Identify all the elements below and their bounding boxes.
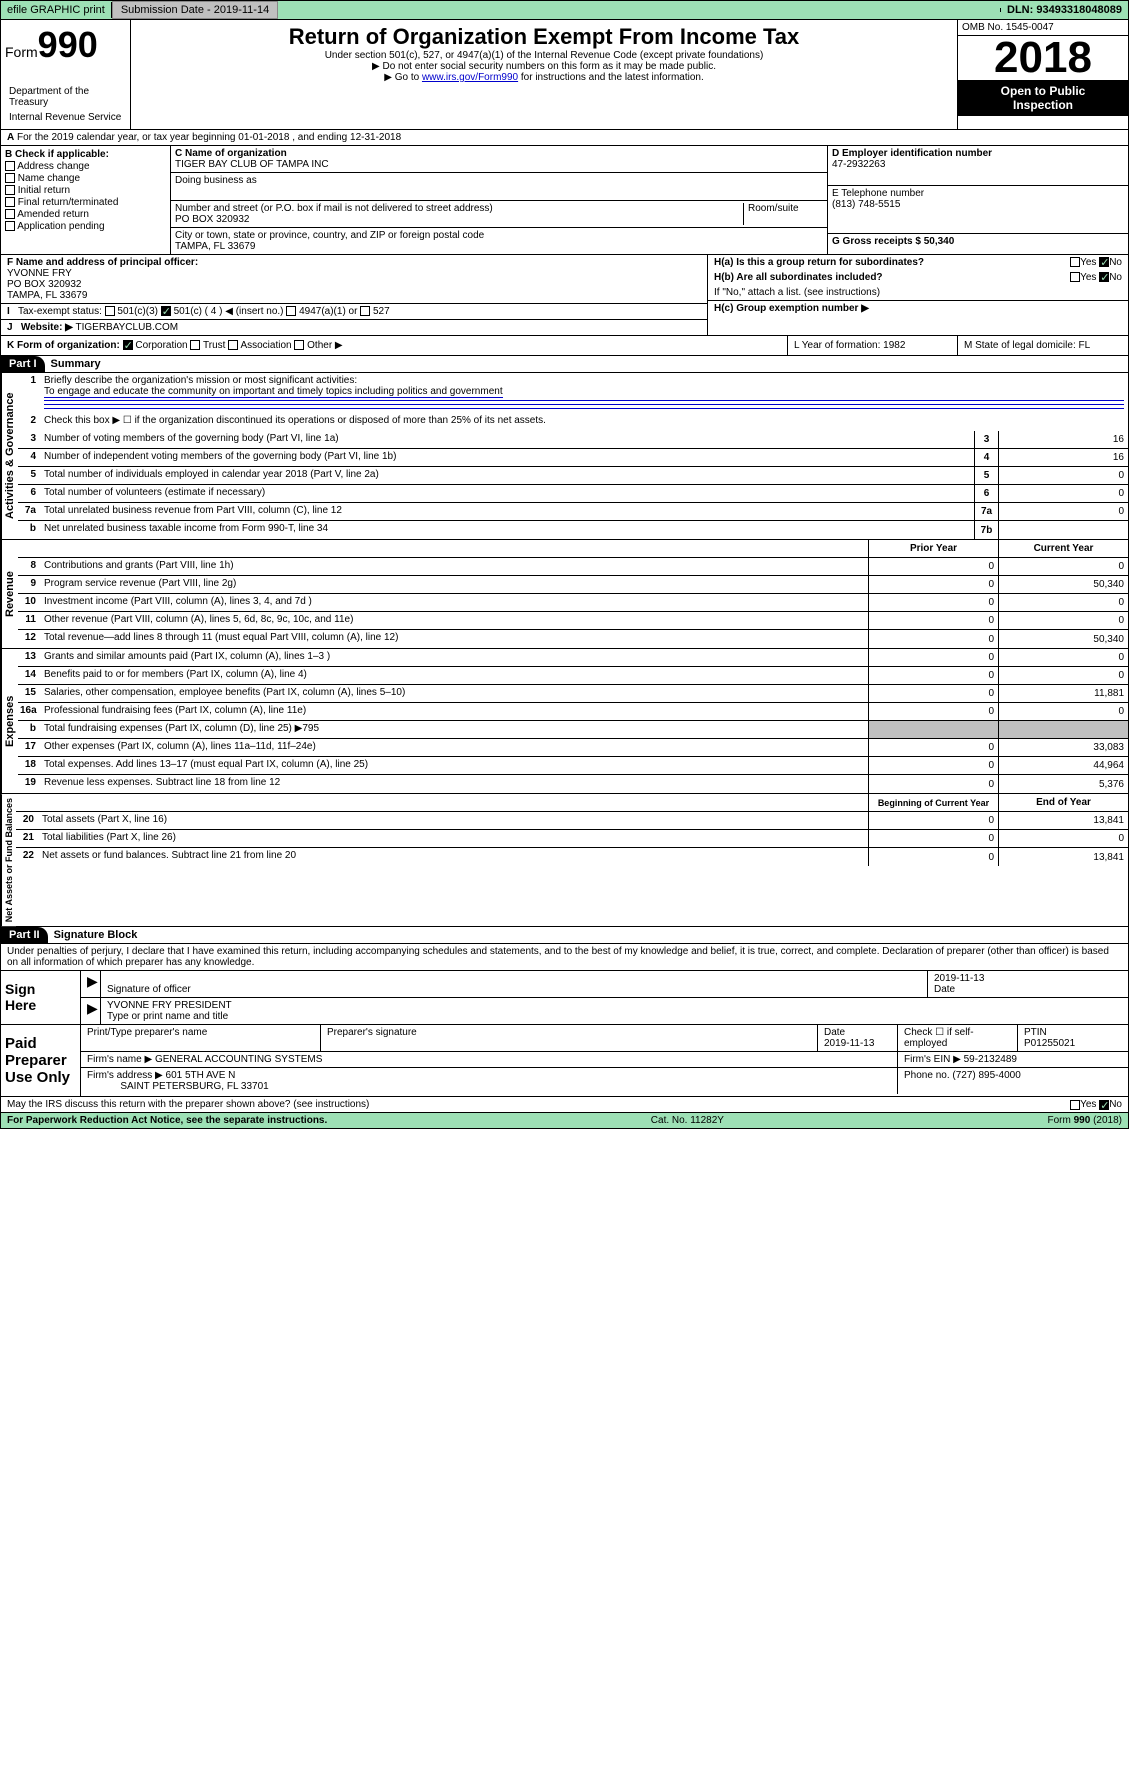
perjury-declaration: Under penalties of perjury, I declare th… <box>0 944 1129 971</box>
line-7b-val <box>998 521 1128 539</box>
form-note-ssn: ▶ Do not enter social security numbers o… <box>135 61 953 72</box>
dept-treasury: Department of the Treasury <box>5 84 126 110</box>
main-info-grid: B Check if applicable: Address change Na… <box>0 146 1129 255</box>
section-revenue: Revenue Prior YearCurrent Year 8Contribu… <box>0 539 1129 648</box>
submission-date-button[interactable]: Submission Date - 2019-11-14 <box>112 1 278 19</box>
discuss-row: May the IRS discuss this return with the… <box>0 1097 1129 1113</box>
tax-year: 2018 <box>958 36 1128 80</box>
501c-checked <box>161 306 171 316</box>
org-street: PO BOX 320932 <box>175 214 250 225</box>
line-4-val: 16 <box>998 449 1128 466</box>
line-8-current: 0 <box>998 558 1128 575</box>
officer-group-grid: F Name and address of principal officer:… <box>0 255 1129 336</box>
section-governance: Activities & Governance 1Briefly describ… <box>0 373 1129 539</box>
row-k-l-m: K Form of organization: Corporation Trus… <box>0 336 1129 356</box>
paid-preparer-section: PaidPreparerUse Only Print/Type preparer… <box>0 1025 1129 1097</box>
state-domicile: M State of legal domicile: FL <box>958 336 1128 355</box>
form-header: Form990 Department of the Treasury Inter… <box>0 20 1129 130</box>
officer-signature-name: YVONNE FRY PRESIDENT <box>107 1000 232 1011</box>
line-7a-val: 0 <box>998 503 1128 520</box>
firm-ein: Firm's EIN ▶ 59-2132489 <box>898 1052 1128 1067</box>
website: TIGERBAYCLUB.COM <box>75 322 178 333</box>
line-17-current: 33,083 <box>998 739 1128 756</box>
gross-receipts: G Gross receipts $ 50,340 <box>832 236 954 247</box>
top-bar: efile GRAPHIC print Submission Date - 20… <box>0 0 1129 20</box>
telephone: (813) 748-5515 <box>832 199 900 210</box>
dept-irs: Internal Revenue Service <box>5 110 126 125</box>
firm-name: GENERAL ACCOUNTING SYSTEMS <box>155 1054 322 1065</box>
column-b-checkboxes: B Check if applicable: Address change Na… <box>1 146 171 254</box>
org-city: TAMPA, FL 33679 <box>175 241 255 252</box>
period-row: A For the 2019 calendar year, or tax yea… <box>0 130 1129 146</box>
prep-date: 2019-11-13 <box>824 1038 874 1049</box>
sign-date: 2019-11-13 <box>934 973 984 984</box>
section-expenses: Expenses 13Grants and similar amounts pa… <box>0 648 1129 793</box>
line-18-current: 44,964 <box>998 757 1128 774</box>
line-22-end: 13,841 <box>998 848 1128 866</box>
section-net-assets: Net Assets or Fund Balances Beginning of… <box>0 793 1129 927</box>
form-subtitle: Under section 501(c), 527, or 4947(a)(1)… <box>135 50 953 61</box>
ptin: P01255021 <box>1024 1038 1075 1049</box>
firm-phone: Phone no. (727) 895-4000 <box>898 1068 1128 1094</box>
form-number: Form990 <box>5 24 126 66</box>
line-20-end: 13,841 <box>998 812 1128 829</box>
firm-address: 601 5TH AVE N <box>166 1070 236 1081</box>
line-12-current: 50,340 <box>998 630 1128 648</box>
year-formation: L Year of formation: 1982 <box>788 336 958 355</box>
dln-label: DLN: 93493318048089 <box>1001 2 1128 18</box>
officer-name: YVONNE FRY <box>7 268 72 279</box>
sign-here-section: SignHere ▶ Signature of officer 2019-11-… <box>0 971 1129 1025</box>
ein: 47-2932263 <box>832 159 885 170</box>
line-19-current: 5,376 <box>998 775 1128 793</box>
irs-link[interactable]: www.irs.gov/Form990 <box>422 72 518 83</box>
corp-checked <box>123 340 133 350</box>
mission-text: To engage and educate the community on i… <box>44 386 503 398</box>
form-title: Return of Organization Exempt From Incom… <box>135 24 953 50</box>
part-i-header: Part I Summary <box>0 356 1129 373</box>
part-ii-header: Part II Signature Block <box>0 927 1129 944</box>
line-9-current: 50,340 <box>998 576 1128 593</box>
efile-label: efile GRAPHIC print <box>1 2 112 18</box>
form-version: Form 990 (2018) <box>1048 1115 1122 1126</box>
line-3-val: 16 <box>998 431 1128 448</box>
line-6-val: 0 <box>998 485 1128 502</box>
open-public: Open to PublicInspection <box>958 80 1128 116</box>
line-5-val: 0 <box>998 467 1128 484</box>
line-15-current: 11,881 <box>998 685 1128 702</box>
form-footer: For Paperwork Reduction Act Notice, see … <box>0 1113 1129 1129</box>
form-note-link: ▶ Go to www.irs.gov/Form990 for instruct… <box>135 72 953 83</box>
blank-spacer <box>278 8 1001 12</box>
org-name: TIGER BAY CLUB OF TAMPA INC <box>175 159 329 170</box>
